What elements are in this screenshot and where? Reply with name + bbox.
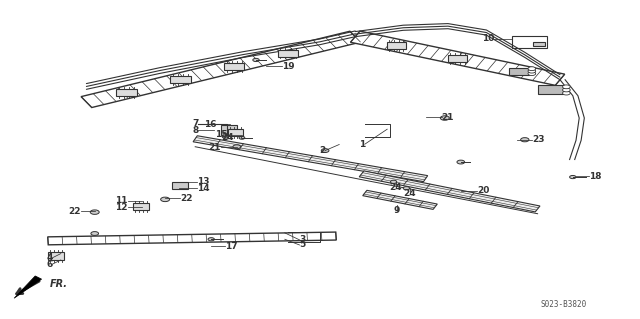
Bar <box>170 76 191 83</box>
Bar <box>221 125 237 135</box>
Text: 22: 22 <box>180 194 193 203</box>
Text: 3: 3 <box>300 235 306 244</box>
Circle shape <box>528 69 536 73</box>
Circle shape <box>528 67 536 70</box>
Bar <box>538 85 563 94</box>
Polygon shape <box>193 136 428 182</box>
Polygon shape <box>81 31 360 108</box>
Text: 21: 21 <box>208 143 221 152</box>
Bar <box>224 63 244 70</box>
Bar <box>448 55 467 62</box>
Polygon shape <box>48 232 336 245</box>
Circle shape <box>563 91 570 95</box>
Text: 24: 24 <box>389 183 402 192</box>
Text: S023-B3820: S023-B3820 <box>540 300 586 309</box>
Bar <box>172 182 188 189</box>
Text: 22: 22 <box>68 207 81 216</box>
Circle shape <box>233 145 241 149</box>
Circle shape <box>440 116 449 120</box>
Circle shape <box>528 72 536 76</box>
Text: 9: 9 <box>394 206 400 215</box>
Text: 20: 20 <box>477 186 489 195</box>
Circle shape <box>403 187 410 190</box>
Text: FR.: FR. <box>50 279 68 289</box>
Circle shape <box>390 180 397 183</box>
Polygon shape <box>14 276 42 298</box>
Text: 10: 10 <box>482 34 494 43</box>
Polygon shape <box>359 171 540 212</box>
Text: 24: 24 <box>221 133 234 142</box>
Text: 23: 23 <box>532 135 545 144</box>
Text: 12: 12 <box>115 203 128 212</box>
Text: 14: 14 <box>197 184 210 193</box>
Text: 2: 2 <box>319 146 325 155</box>
Circle shape <box>208 238 214 241</box>
Text: 19: 19 <box>282 62 294 71</box>
Text: 1: 1 <box>358 140 365 149</box>
Text: 18: 18 <box>589 172 602 181</box>
Polygon shape <box>351 31 564 85</box>
Bar <box>116 89 137 96</box>
Text: 4: 4 <box>46 253 52 262</box>
Bar <box>278 49 298 56</box>
Circle shape <box>521 138 529 142</box>
Circle shape <box>253 58 259 62</box>
Text: 17: 17 <box>225 242 238 251</box>
Text: 11: 11 <box>115 197 128 205</box>
Circle shape <box>161 197 170 202</box>
Bar <box>509 68 529 75</box>
Circle shape <box>321 149 329 152</box>
Text: 16: 16 <box>204 120 216 129</box>
Text: 6: 6 <box>46 260 52 269</box>
Bar <box>133 203 148 210</box>
Circle shape <box>563 85 570 89</box>
Bar <box>47 252 64 260</box>
Circle shape <box>91 232 99 235</box>
Bar <box>228 129 243 136</box>
Text: 21: 21 <box>442 113 454 122</box>
Bar <box>512 36 547 48</box>
Circle shape <box>222 135 228 138</box>
Circle shape <box>570 175 576 179</box>
Circle shape <box>90 210 99 214</box>
Circle shape <box>563 88 570 92</box>
Text: 7: 7 <box>192 119 198 128</box>
Circle shape <box>239 137 245 139</box>
Text: 13: 13 <box>197 177 210 186</box>
Text: 8: 8 <box>192 126 198 135</box>
Text: 15: 15 <box>214 130 227 139</box>
Text: 5: 5 <box>300 241 306 249</box>
Polygon shape <box>363 190 437 209</box>
Bar <box>533 42 545 46</box>
Circle shape <box>457 160 465 164</box>
Text: 24: 24 <box>403 189 416 198</box>
Bar <box>387 42 406 49</box>
